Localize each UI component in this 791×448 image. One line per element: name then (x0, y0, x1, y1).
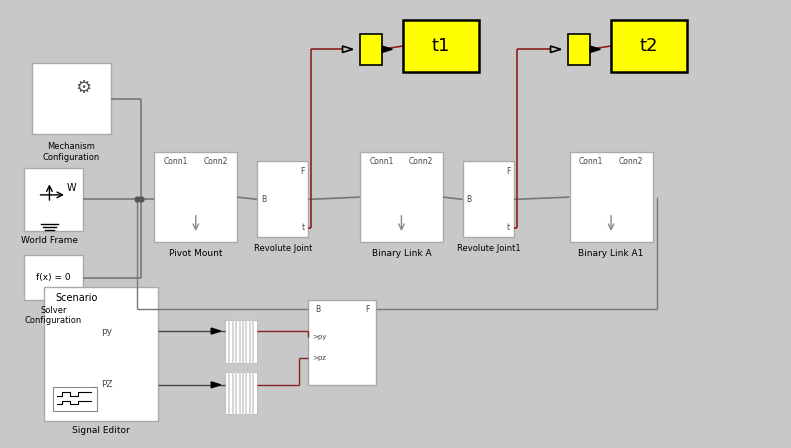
Text: t: t (507, 223, 510, 232)
Text: PZ: PZ (100, 380, 112, 389)
Text: >py: >py (312, 334, 327, 340)
Text: py: py (101, 327, 112, 336)
Text: World Frame: World Frame (21, 236, 78, 245)
Text: t2: t2 (640, 37, 658, 55)
Text: F: F (300, 167, 305, 176)
FancyBboxPatch shape (568, 34, 590, 65)
FancyBboxPatch shape (24, 168, 83, 231)
Polygon shape (211, 328, 221, 334)
Text: W: W (66, 183, 77, 193)
FancyBboxPatch shape (154, 152, 237, 242)
Text: Conn1: Conn1 (579, 157, 604, 166)
Text: Solver
Configuration: Solver Configuration (25, 306, 82, 325)
Text: Conn1: Conn1 (164, 157, 188, 166)
FancyBboxPatch shape (32, 63, 111, 134)
FancyBboxPatch shape (360, 152, 443, 242)
Text: f(x) = 0: f(x) = 0 (36, 273, 70, 282)
Text: B: B (261, 195, 266, 204)
Text: F: F (365, 305, 369, 314)
Text: t1: t1 (432, 37, 450, 55)
FancyBboxPatch shape (403, 20, 479, 72)
Text: Conn2: Conn2 (619, 157, 643, 166)
Text: Binary Link A: Binary Link A (372, 249, 431, 258)
FancyBboxPatch shape (44, 287, 158, 421)
Polygon shape (382, 46, 392, 52)
Text: F: F (505, 167, 510, 176)
Text: Binary Link A1: Binary Link A1 (578, 249, 644, 258)
Polygon shape (590, 46, 600, 52)
FancyBboxPatch shape (463, 161, 514, 237)
FancyBboxPatch shape (308, 300, 376, 385)
Text: Mechanism
Configuration: Mechanism Configuration (43, 142, 100, 162)
Text: B: B (315, 305, 320, 314)
Text: t: t (301, 223, 305, 232)
Text: Signal Editor: Signal Editor (72, 426, 130, 435)
Text: Revolute Joint: Revolute Joint (254, 244, 312, 253)
Text: B: B (467, 195, 471, 204)
FancyBboxPatch shape (360, 34, 382, 65)
Text: Conn2: Conn2 (203, 157, 228, 166)
Polygon shape (211, 382, 221, 388)
Text: Scenario: Scenario (55, 293, 98, 303)
Text: Revolute Joint1: Revolute Joint1 (456, 244, 520, 253)
Text: Pivot Mount: Pivot Mount (169, 249, 222, 258)
Text: >pz: >pz (312, 355, 327, 361)
FancyBboxPatch shape (225, 372, 257, 414)
FancyBboxPatch shape (611, 20, 687, 72)
FancyBboxPatch shape (257, 161, 308, 237)
FancyBboxPatch shape (53, 387, 97, 411)
Text: ⚙: ⚙ (75, 79, 91, 97)
FancyBboxPatch shape (24, 255, 83, 300)
Text: Conn1: Conn1 (369, 157, 394, 166)
Text: Conn2: Conn2 (409, 157, 433, 166)
FancyBboxPatch shape (570, 152, 653, 242)
FancyBboxPatch shape (225, 320, 257, 363)
